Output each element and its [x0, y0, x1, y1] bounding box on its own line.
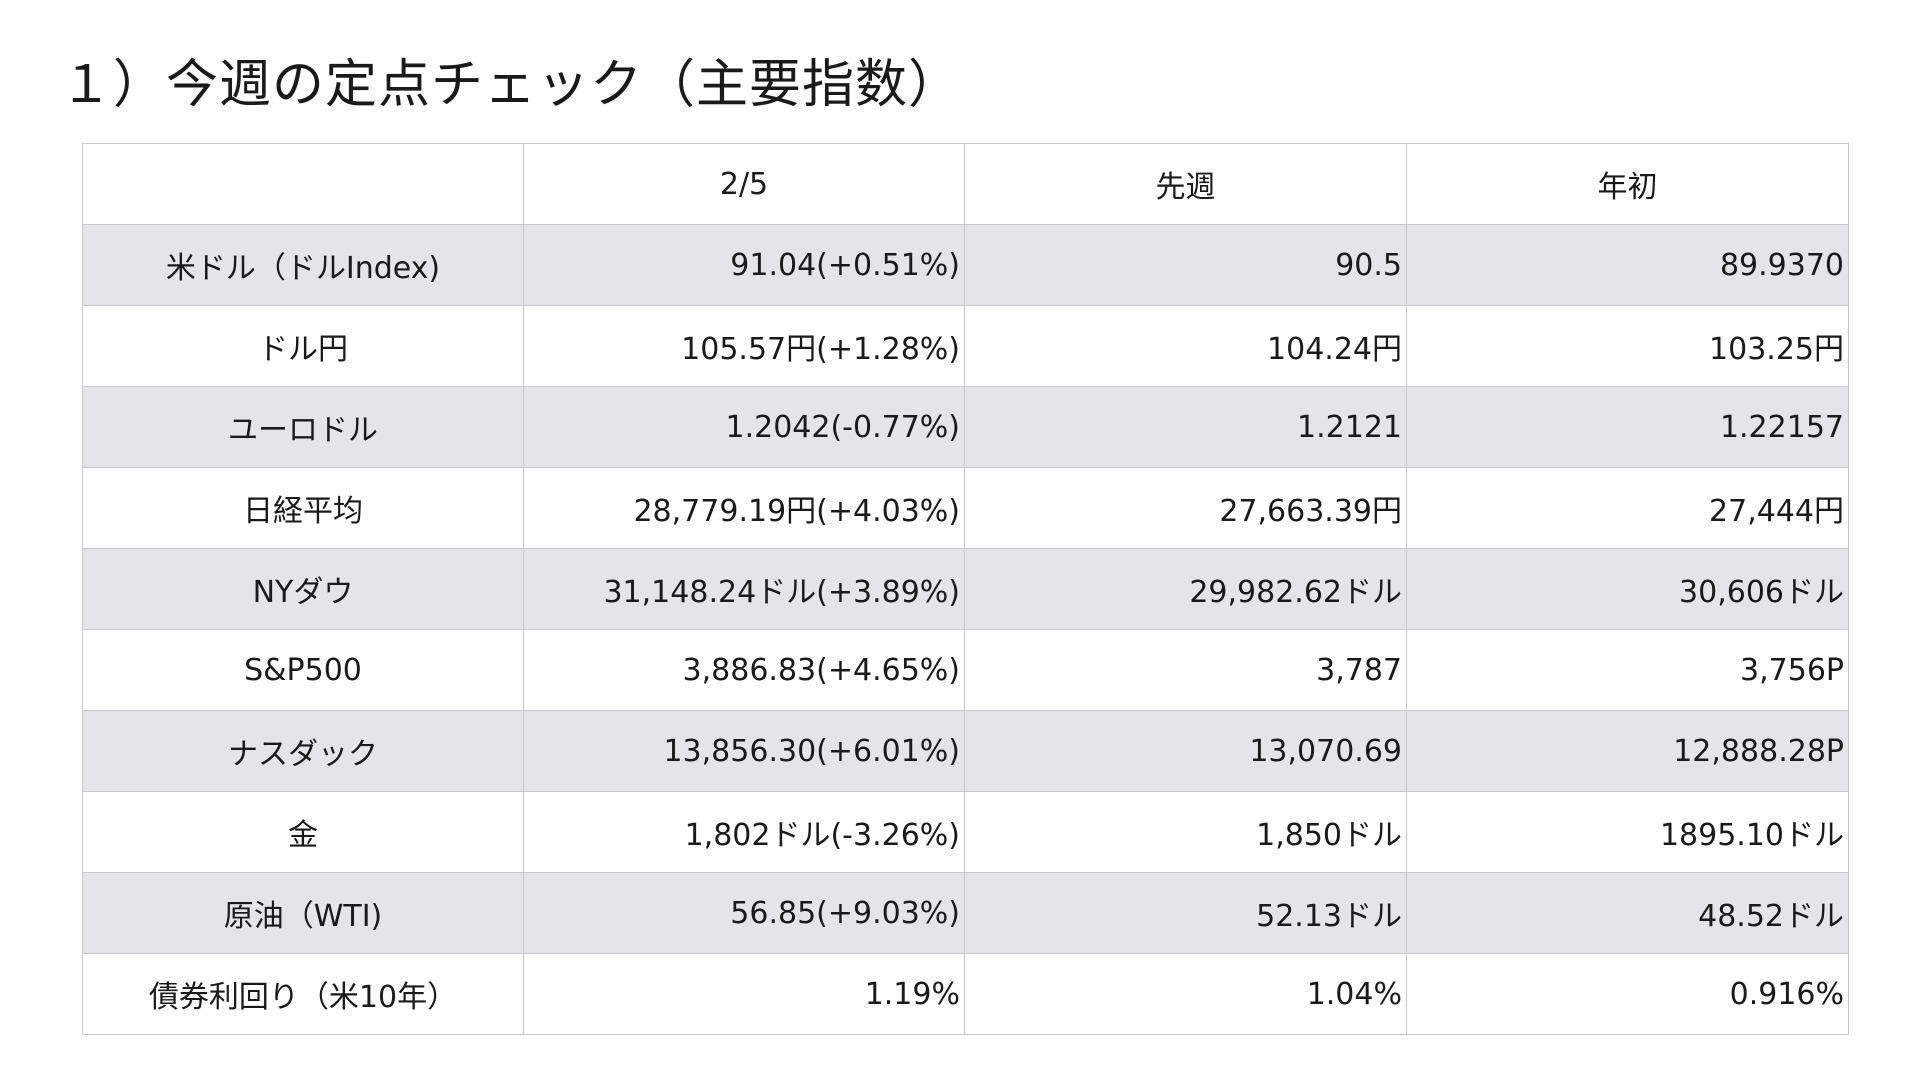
last-week-value: 13,070.69 — [964, 710, 1407, 792]
year-start-value: 27,444円 — [1406, 467, 1849, 549]
current-value: 1.2042(-0.77%) — [523, 386, 965, 468]
last-week-value: 3,787 — [964, 629, 1407, 711]
row-label: 日経平均 — [82, 467, 524, 549]
year-start-value: 30,606ドル — [1406, 548, 1849, 630]
last-week-value: 1,850ドル — [964, 791, 1407, 873]
row-label: 米ドル（ドルIndex) — [82, 224, 524, 306]
current-value: 56.85(+9.03%) — [523, 872, 965, 954]
last-week-value: 90.5 — [964, 224, 1407, 306]
row-label: NYダウ — [82, 548, 524, 630]
table-row: 債券利回り（米10年） 1.19% 1.04% 0.916% — [82, 953, 1849, 1035]
table-row: 金 1,802ドル(-3.26%) 1,850ドル 1895.10ドル — [82, 791, 1849, 873]
last-week-value: 1.04% — [964, 953, 1407, 1035]
row-label: 原油（WTI) — [82, 872, 524, 954]
slide-title: １）今週の定点チェック（主要指数） — [60, 55, 962, 115]
header-last-week: 先週 — [964, 143, 1407, 225]
table-header: 2/5 先週 年初 — [82, 143, 1849, 225]
header-current-date: 2/5 — [523, 143, 965, 225]
row-label: S&P500 — [82, 629, 524, 711]
table-row: 原油（WTI) 56.85(+9.03%) 52.13ドル 48.52ドル — [82, 872, 1849, 954]
year-start-value: 48.52ドル — [1406, 872, 1849, 954]
row-label: 債券利回り（米10年） — [82, 953, 524, 1035]
header-year-start: 年初 — [1406, 143, 1849, 225]
row-label: ナスダック — [82, 710, 524, 792]
header-corner-cell — [82, 143, 524, 225]
last-week-value: 52.13ドル — [964, 872, 1407, 954]
table-row: 米ドル（ドルIndex) 91.04(+0.51%) 90.5 89.9370 — [82, 224, 1849, 306]
year-start-value: 0.916% — [1406, 953, 1849, 1035]
indices-table: 2/5 先週 年初 米ドル（ドルIndex) 91.04(+0.51%) 90.… — [82, 143, 1849, 1035]
current-value: 1.19% — [523, 953, 965, 1035]
table-row: ナスダック 13,856.30(+6.01%) 13,070.69 12,888… — [82, 710, 1849, 792]
current-value: 3,886.83(+4.65%) — [523, 629, 965, 711]
year-start-value: 1895.10ドル — [1406, 791, 1849, 873]
year-start-value: 103.25円 — [1406, 305, 1849, 387]
table-row: ユーロドル 1.2042(-0.77%) 1.2121 1.22157 — [82, 386, 1849, 468]
current-value: 105.57円(+1.28%) — [523, 305, 965, 387]
year-start-value: 3,756P — [1406, 629, 1849, 711]
current-value: 91.04(+0.51%) — [523, 224, 965, 306]
last-week-value: 27,663.39円 — [964, 467, 1407, 549]
table-row: NYダウ 31,148.24ドル(+3.89%) 29,982.62ドル 30,… — [82, 548, 1849, 630]
current-value: 28,779.19円(+4.03%) — [523, 467, 965, 549]
current-value: 31,148.24ドル(+3.89%) — [523, 548, 965, 630]
year-start-value: 89.9370 — [1406, 224, 1849, 306]
last-week-value: 29,982.62ドル — [964, 548, 1407, 630]
row-label: ドル円 — [82, 305, 524, 387]
header-row: 2/5 先週 年初 — [82, 143, 1849, 225]
table-body: 米ドル（ドルIndex) 91.04(+0.51%) 90.5 89.9370 … — [82, 224, 1849, 1035]
last-week-value: 1.2121 — [964, 386, 1407, 468]
table-row: ドル円 105.57円(+1.28%) 104.24円 103.25円 — [82, 305, 1849, 387]
table-row: S&P500 3,886.83(+4.65%) 3,787 3,756P — [82, 629, 1849, 711]
year-start-value: 12,888.28P — [1406, 710, 1849, 792]
table-row: 日経平均 28,779.19円(+4.03%) 27,663.39円 27,44… — [82, 467, 1849, 549]
current-value: 13,856.30(+6.01%) — [523, 710, 965, 792]
last-week-value: 104.24円 — [964, 305, 1407, 387]
row-label: ユーロドル — [82, 386, 524, 468]
current-value: 1,802ドル(-3.26%) — [523, 791, 965, 873]
row-label: 金 — [82, 791, 524, 873]
year-start-value: 1.22157 — [1406, 386, 1849, 468]
